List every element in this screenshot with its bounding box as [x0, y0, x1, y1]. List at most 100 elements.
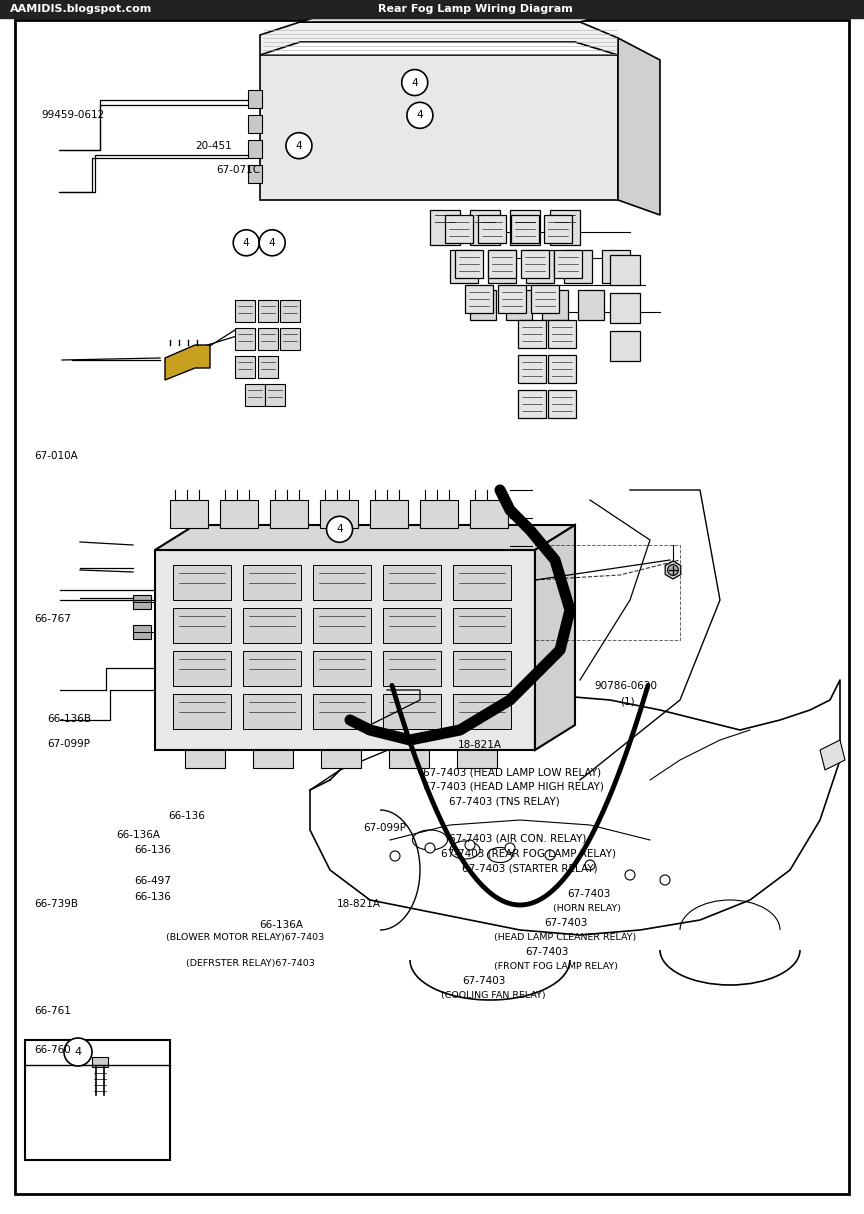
Bar	[248, 165, 262, 183]
Text: AAMIDIS.blogspot.com: AAMIDIS.blogspot.com	[10, 4, 152, 15]
Text: 4: 4	[416, 110, 423, 120]
Polygon shape	[602, 250, 630, 283]
Text: 67-7403: 67-7403	[462, 976, 505, 986]
Text: 67-7403 (REAR FOG LAMP RELAY): 67-7403 (REAR FOG LAMP RELAY)	[441, 849, 616, 858]
Bar	[498, 285, 526, 313]
Bar	[457, 750, 497, 768]
Circle shape	[668, 565, 678, 575]
Text: (HORN RELAY): (HORN RELAY)	[553, 903, 621, 913]
Circle shape	[505, 843, 515, 853]
Bar	[465, 285, 493, 313]
Circle shape	[660, 875, 670, 885]
Polygon shape	[820, 741, 845, 770]
Text: 66-760: 66-760	[35, 1045, 72, 1055]
Bar	[173, 565, 231, 600]
Bar	[544, 215, 572, 243]
Bar	[0, 0, 864, 18]
Polygon shape	[155, 524, 575, 550]
Text: 4: 4	[295, 141, 302, 151]
Text: 90786-0620: 90786-0620	[594, 681, 658, 691]
Text: 67-7403: 67-7403	[567, 889, 610, 898]
Text: 66-136A: 66-136A	[259, 920, 303, 930]
Bar	[521, 250, 549, 278]
Polygon shape	[300, 10, 620, 22]
Bar	[235, 300, 255, 322]
Bar	[548, 320, 576, 348]
Bar	[313, 694, 371, 728]
Bar	[243, 694, 301, 728]
Polygon shape	[165, 345, 210, 380]
Bar	[248, 140, 262, 158]
Polygon shape	[564, 250, 592, 283]
Bar	[370, 500, 408, 528]
Bar	[511, 215, 539, 243]
Polygon shape	[550, 210, 580, 245]
Text: 4: 4	[243, 238, 250, 248]
Bar	[248, 115, 262, 134]
Bar	[280, 300, 300, 322]
Bar	[155, 550, 535, 750]
Bar	[258, 300, 278, 322]
Bar	[235, 328, 255, 350]
Bar	[453, 651, 511, 686]
Text: 67-7403 (HEAD LAMP LOW RELAY): 67-7403 (HEAD LAMP LOW RELAY)	[423, 767, 601, 777]
Bar	[253, 750, 293, 768]
Text: 99459-0612: 99459-0612	[41, 110, 105, 120]
Polygon shape	[510, 210, 540, 245]
Text: 66-497: 66-497	[134, 877, 171, 886]
Polygon shape	[535, 524, 575, 750]
Bar	[265, 384, 285, 405]
Polygon shape	[488, 250, 516, 283]
Bar	[478, 215, 506, 243]
Text: 18-821A: 18-821A	[337, 900, 381, 909]
Bar	[258, 356, 278, 378]
Circle shape	[259, 229, 285, 256]
Circle shape	[64, 1038, 92, 1066]
Text: 67-099P: 67-099P	[48, 739, 91, 749]
Text: 4: 4	[74, 1046, 81, 1057]
Bar	[488, 250, 516, 278]
Text: Rear Fog Lamp Wiring Diagram: Rear Fog Lamp Wiring Diagram	[378, 4, 573, 15]
Text: 67-7403: 67-7403	[525, 947, 569, 957]
Bar	[280, 328, 300, 350]
Text: (BLOWER MOTOR RELAY)67-7403: (BLOWER MOTOR RELAY)67-7403	[166, 932, 324, 942]
Bar	[245, 384, 265, 405]
Circle shape	[327, 516, 353, 543]
Circle shape	[402, 69, 428, 96]
Text: 67-071C: 67-071C	[216, 165, 260, 175]
Bar	[321, 750, 361, 768]
Text: (COOLING FAN RELAY): (COOLING FAN RELAY)	[441, 991, 545, 1000]
Bar	[383, 651, 441, 686]
Bar	[518, 320, 546, 348]
Bar	[243, 608, 301, 643]
Text: 66-739B: 66-739B	[35, 900, 79, 909]
Bar	[383, 694, 441, 728]
Bar	[235, 356, 255, 378]
Polygon shape	[526, 250, 554, 283]
Bar	[25, 1040, 170, 1161]
Text: (DEFRSTER RELAY)67-7403: (DEFRSTER RELAY)67-7403	[186, 959, 314, 969]
Bar	[173, 608, 231, 643]
Bar	[133, 595, 151, 609]
Polygon shape	[260, 22, 618, 55]
Bar	[243, 565, 301, 600]
Polygon shape	[610, 255, 640, 285]
Bar	[453, 565, 511, 600]
Bar	[313, 608, 371, 643]
Polygon shape	[506, 290, 532, 320]
Circle shape	[425, 843, 435, 853]
Circle shape	[390, 851, 400, 861]
Text: 67-7403 (AIR CON. RELAY): 67-7403 (AIR CON. RELAY)	[449, 834, 587, 844]
Text: 67-7403 (TNS RELAY): 67-7403 (TNS RELAY)	[449, 796, 560, 806]
Polygon shape	[610, 293, 640, 323]
Polygon shape	[260, 55, 618, 200]
Bar	[554, 250, 582, 278]
Bar	[313, 565, 371, 600]
Text: 66-761: 66-761	[35, 1006, 72, 1016]
Bar	[243, 651, 301, 686]
Bar	[548, 354, 576, 382]
Bar	[453, 608, 511, 643]
Bar	[248, 90, 262, 108]
Polygon shape	[542, 290, 568, 320]
Bar	[185, 750, 225, 768]
